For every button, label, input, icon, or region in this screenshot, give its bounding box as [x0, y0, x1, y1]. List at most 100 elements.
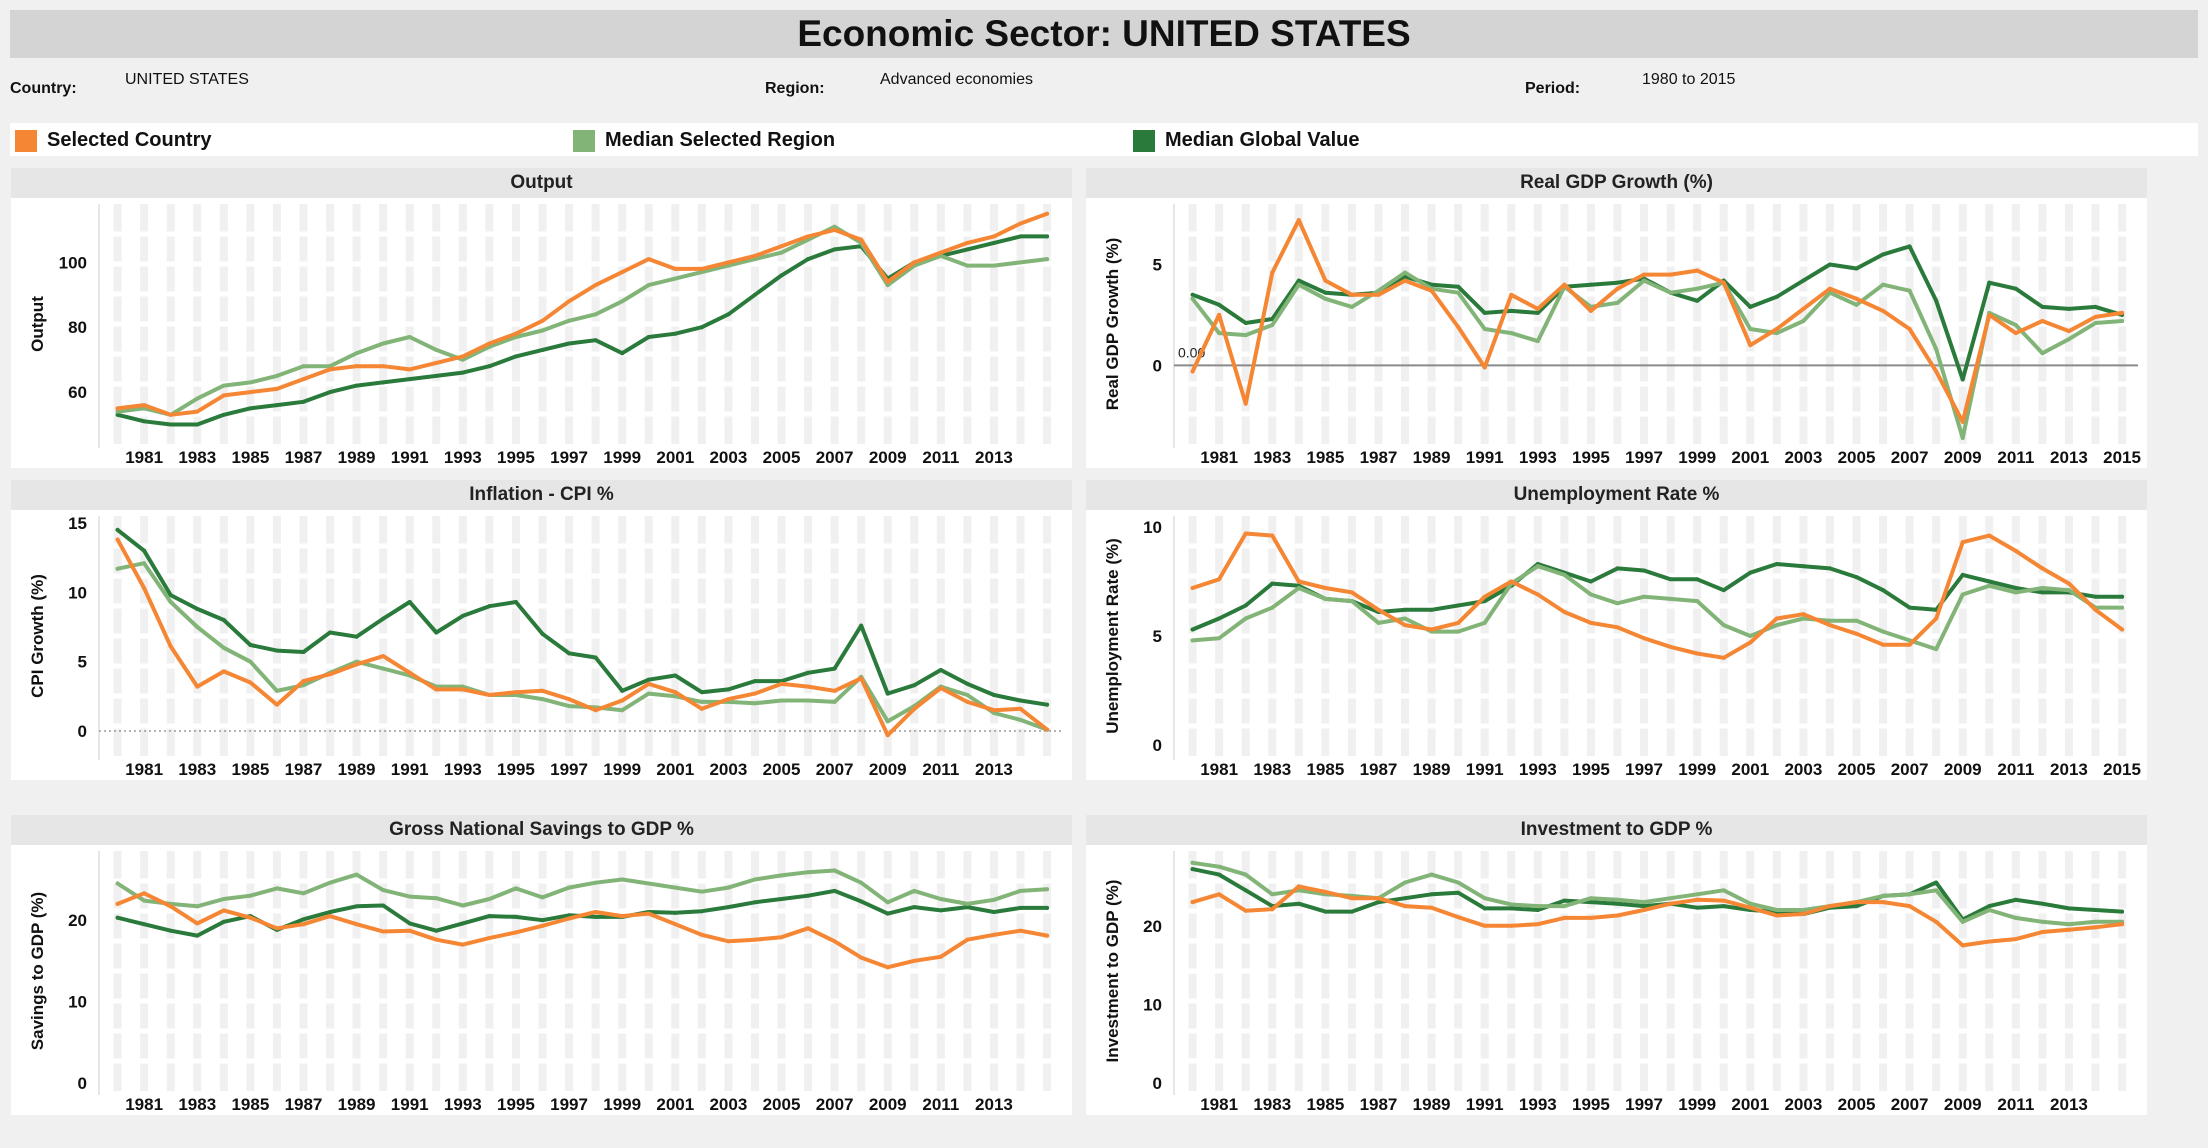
- data-point: [1960, 540, 1965, 545]
- data-point: [885, 691, 890, 696]
- x-tick-label: 1983: [1253, 1095, 1291, 1114]
- data-point: [2120, 627, 2125, 632]
- x-tick-label: 2003: [709, 1095, 747, 1114]
- x-tick-label: 2009: [869, 1095, 907, 1114]
- data-point: [699, 909, 704, 914]
- data-point: [1376, 607, 1381, 612]
- data-point: [1774, 327, 1779, 332]
- data-point: [1960, 419, 1965, 424]
- legend-swatch: [573, 129, 595, 152]
- data-point: [567, 341, 572, 346]
- legend-item-selected-country[interactable]: Selected Country: [15, 129, 211, 152]
- data-point: [2040, 930, 2045, 935]
- data-point: [1562, 898, 1567, 903]
- x-tick-label: 1985: [1306, 1095, 1344, 1114]
- x-tick-label: 2013: [975, 1095, 1013, 1114]
- data-point: [2013, 586, 2018, 590]
- data-point: [1827, 566, 1832, 571]
- data-point: [1934, 647, 1939, 652]
- x-tick-label: 1987: [285, 760, 323, 779]
- data-point: [301, 891, 306, 896]
- data-point: [1270, 605, 1275, 610]
- data-point: [1987, 939, 1992, 944]
- legend-item-median-global[interactable]: Median Global Value: [1133, 129, 1360, 152]
- chart-output[interactable]: Output 60 80 100 1981 1983 1985 1987 1989 1991 199…: [11, 168, 1072, 468]
- x-tick-label: 2013: [2050, 760, 2088, 779]
- data-point: [1562, 610, 1567, 614]
- data-point: [1349, 896, 1354, 901]
- data-point: [381, 364, 386, 369]
- data-point: [832, 868, 837, 873]
- chart-inflation[interactable]: CPI Growth (%) 0 5 10 15 1981 1983 1985 1987 1989…: [11, 480, 1072, 780]
- data-point: [752, 701, 757, 706]
- data-point: [2093, 919, 2098, 924]
- data-point: [248, 643, 253, 648]
- series-line: [115, 527, 1050, 707]
- data-point: [1429, 627, 1434, 632]
- data-point: [1881, 642, 1886, 647]
- data-point: [1801, 306, 1806, 311]
- x-tick-label: 1997: [550, 1095, 588, 1114]
- data-point: [1642, 278, 1647, 283]
- data-point: [328, 364, 333, 369]
- y-tick-label: 80: [68, 318, 87, 337]
- data-point: [1456, 325, 1461, 330]
- data-point: [1045, 257, 1050, 262]
- data-point: [567, 299, 572, 304]
- data-point: [274, 702, 279, 707]
- data-point: [1456, 880, 1461, 885]
- grid-gap: [1174, 878, 2138, 884]
- data-point: [620, 877, 625, 882]
- x-tick-label: 2001: [1731, 1095, 1769, 1114]
- data-point: [1881, 629, 1886, 634]
- data-point: [1535, 564, 1540, 569]
- data-point: [1323, 290, 1328, 295]
- data-point: [699, 325, 704, 330]
- country-filter[interactable]: UNITED STATES: [125, 71, 249, 88]
- data-point: [1695, 268, 1700, 273]
- legend-item-median-region[interactable]: Median Selected Region: [573, 129, 835, 152]
- data-point: [540, 328, 545, 333]
- data-point: [1509, 308, 1514, 313]
- data-point: [779, 244, 784, 249]
- data-point: [1323, 909, 1328, 914]
- data-point: [2066, 337, 2071, 342]
- series-line: [1190, 884, 2125, 948]
- region-filter[interactable]: Advanced economies: [880, 71, 1033, 88]
- x-tick-label: 1993: [444, 1095, 482, 1114]
- data-point: [1642, 900, 1647, 905]
- data-point: [859, 237, 864, 242]
- x-tick-label: 1999: [1678, 760, 1716, 779]
- grid-gap: [99, 1028, 1063, 1034]
- data-point: [1217, 302, 1222, 307]
- data-point: [513, 690, 518, 695]
- data-point: [1018, 888, 1023, 893]
- y-tick-label: 20: [1143, 917, 1162, 936]
- chart-unemployment[interactable]: Unemployment Rate (%) 0 5 10 1981 1983 1985 198…: [1086, 480, 2147, 780]
- data-point: [487, 914, 492, 919]
- chart-savings[interactable]: Savings to GDP (%) 0 10 20 1981 1983 1985 1987 1…: [11, 815, 1072, 1115]
- data-point: [168, 644, 173, 649]
- period-filter[interactable]: 1980 to 2015: [1642, 71, 1736, 88]
- data-point: [195, 422, 200, 427]
- data-point: [221, 412, 226, 417]
- data-point: [2093, 925, 2098, 930]
- x-tick-label: 2007: [1891, 1095, 1929, 1114]
- data-point: [1642, 904, 1647, 909]
- grid-gap: [1174, 603, 2138, 609]
- data-point: [965, 240, 970, 245]
- data-point: [1376, 620, 1381, 625]
- chart-investment[interactable]: Investment to GDP (%) 0 10 20 1981 1983 1985 19…: [1086, 815, 2147, 1115]
- x-tick-label: 1995: [1572, 448, 1610, 467]
- data-point: [1018, 706, 1023, 711]
- data-point: [354, 872, 359, 877]
- series-group: [1190, 218, 2125, 424]
- x-tick-label: 1989: [338, 448, 376, 467]
- data-point: [1456, 603, 1461, 608]
- data-point: [274, 386, 279, 391]
- data-point: [1854, 266, 1859, 271]
- data-point: [1270, 533, 1275, 538]
- data-point: [1509, 902, 1514, 907]
- data-point: [1376, 292, 1381, 297]
